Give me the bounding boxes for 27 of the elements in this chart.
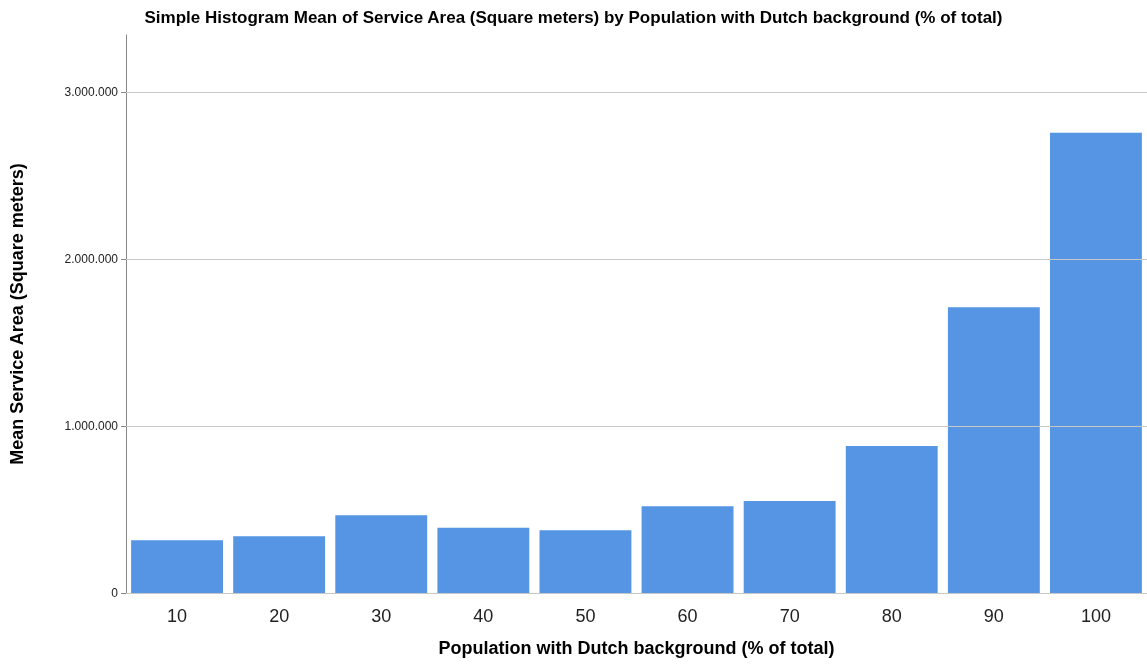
bar bbox=[947, 307, 1040, 593]
bar bbox=[233, 536, 326, 593]
bar bbox=[743, 501, 836, 593]
y-axis-title: Mean Service Area (Square meters) bbox=[7, 163, 27, 465]
chart-title: Simple Histogram Mean of Service Area (Square meters) by Population with Dutch background (% of total) bbox=[144, 8, 1003, 27]
x-axis-title: Population with Dutch background (% of total) bbox=[438, 638, 835, 658]
bar bbox=[539, 530, 632, 593]
x-tick-label: 10 bbox=[167, 606, 188, 626]
x-tick-label: 90 bbox=[983, 606, 1004, 626]
x-tick-label: 50 bbox=[575, 606, 596, 626]
bar bbox=[437, 527, 530, 593]
bar bbox=[335, 515, 428, 593]
y-tick-label: 0 bbox=[111, 586, 119, 600]
bar bbox=[1050, 132, 1142, 593]
x-tick-label: 20 bbox=[269, 606, 290, 626]
bar bbox=[641, 506, 734, 593]
x-tick-label: 70 bbox=[779, 606, 800, 626]
x-tick-label: 30 bbox=[371, 606, 392, 626]
x-tick-label: 40 bbox=[473, 606, 494, 626]
y-tick-label: 1.000.000 bbox=[64, 418, 119, 433]
x-tick-label: 100 bbox=[1080, 606, 1111, 626]
bar bbox=[845, 445, 938, 593]
bar bbox=[131, 540, 223, 593]
y-tick-label: 3.000.000 bbox=[64, 84, 119, 99]
x-tick-label: 80 bbox=[881, 606, 902, 626]
x-tick-label: 60 bbox=[677, 606, 698, 626]
y-tick-label: 2.000.000 bbox=[64, 251, 119, 266]
